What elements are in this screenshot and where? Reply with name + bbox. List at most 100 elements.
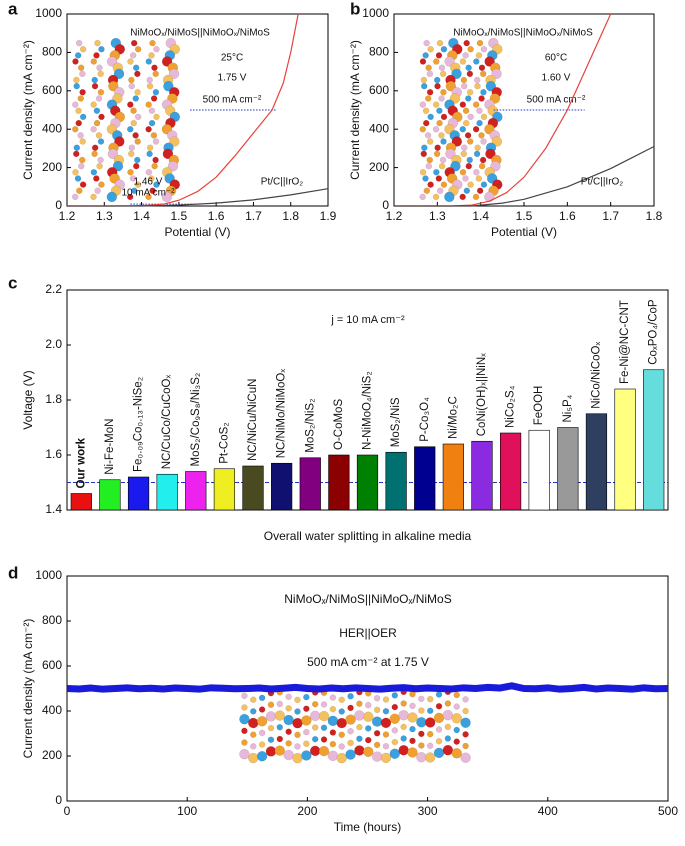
atom — [425, 64, 432, 71]
atom — [460, 150, 467, 158]
atom — [93, 107, 101, 114]
atom — [130, 119, 137, 127]
atom — [309, 710, 321, 722]
atom — [97, 89, 105, 96]
atom — [90, 58, 97, 65]
atom — [329, 729, 337, 736]
atom — [90, 169, 98, 176]
y-tick-label: 0 — [55, 198, 62, 212]
atom — [407, 747, 418, 758]
annotation: 500 mA cm⁻² — [527, 95, 586, 106]
atom — [465, 95, 472, 102]
structure-image — [239, 688, 471, 764]
atom — [424, 752, 436, 763]
atom — [444, 191, 455, 203]
atom — [426, 695, 434, 703]
atom — [309, 745, 321, 757]
atom — [435, 738, 443, 745]
atom — [467, 46, 474, 53]
atom — [258, 741, 266, 748]
atom — [241, 692, 248, 700]
atom — [419, 193, 426, 201]
atom — [464, 132, 472, 139]
atom — [466, 156, 473, 164]
atom — [432, 126, 440, 133]
atom — [444, 735, 452, 742]
atom — [336, 717, 347, 729]
atom — [365, 701, 372, 709]
x-tick-label: 1.8 — [282, 209, 299, 223]
atom — [479, 156, 487, 164]
atom — [435, 691, 443, 698]
atom — [373, 730, 381, 737]
atom — [241, 739, 248, 746]
atom — [146, 150, 153, 158]
atom — [459, 169, 467, 176]
atom — [419, 126, 426, 133]
atom — [98, 181, 105, 188]
atom — [373, 706, 381, 714]
atom — [434, 82, 441, 90]
atom — [336, 752, 347, 764]
atom — [152, 89, 160, 96]
atom — [423, 39, 430, 47]
atom — [74, 175, 82, 182]
y-tick-label: 1.8 — [45, 392, 62, 406]
atom — [128, 144, 136, 151]
atom — [426, 70, 434, 78]
atom — [462, 175, 469, 182]
atom — [419, 58, 427, 65]
bar-label: MoS₂/NiS₂ — [304, 398, 316, 452]
y-tick-label: 0 — [382, 198, 389, 212]
bar — [70, 493, 92, 511]
atom — [248, 717, 259, 729]
atom — [453, 738, 460, 745]
atom — [97, 138, 105, 145]
bar-label: MoS₂/NiS — [390, 397, 402, 447]
y-tick-label: 1.4 — [45, 502, 62, 516]
annotation: 500 mA cm⁻² — [203, 95, 262, 106]
atom — [134, 156, 141, 164]
atom — [329, 740, 337, 748]
series-label: NiMoOₓ/NiMoS||NiMoOₓ/NiMoS — [130, 28, 270, 39]
atom — [146, 82, 154, 90]
atom — [420, 82, 428, 90]
atom — [318, 745, 330, 757]
series-label: NiMoOₓ/NiMoS||NiMoOₓ/NiMoS — [453, 28, 593, 39]
data-line — [66, 682, 669, 693]
atom — [442, 709, 454, 721]
atom — [151, 64, 158, 71]
atom — [427, 181, 434, 188]
atom — [459, 58, 467, 65]
atom — [382, 731, 390, 738]
atom — [440, 138, 447, 145]
x-tick-label: 1.2 — [59, 209, 76, 223]
atom — [422, 107, 430, 114]
bar — [585, 413, 608, 511]
atom — [347, 704, 354, 712]
atom — [476, 107, 483, 114]
atom — [440, 46, 448, 53]
x-tick-label: 1.4 — [133, 209, 150, 223]
atom — [153, 113, 160, 121]
bar-label: Our work — [75, 437, 87, 488]
atom — [365, 725, 372, 732]
atom — [134, 113, 142, 121]
atom — [444, 700, 452, 707]
atom — [451, 68, 462, 80]
atom — [152, 156, 159, 164]
atom — [113, 68, 125, 80]
y-tick-label: 2.0 — [45, 337, 62, 351]
y-tick-label: 600 — [369, 83, 389, 97]
atom — [285, 693, 292, 700]
atom — [73, 76, 80, 84]
atom — [241, 727, 248, 735]
atom — [475, 175, 483, 182]
atom — [97, 156, 104, 164]
atom — [152, 70, 159, 78]
bar-label: N-NiMoO₄/NiS₂ — [362, 371, 374, 450]
panel-label: b — [350, 0, 360, 18]
atom — [294, 743, 301, 750]
atom — [129, 52, 137, 59]
annotation: 1.60 V — [542, 73, 571, 84]
